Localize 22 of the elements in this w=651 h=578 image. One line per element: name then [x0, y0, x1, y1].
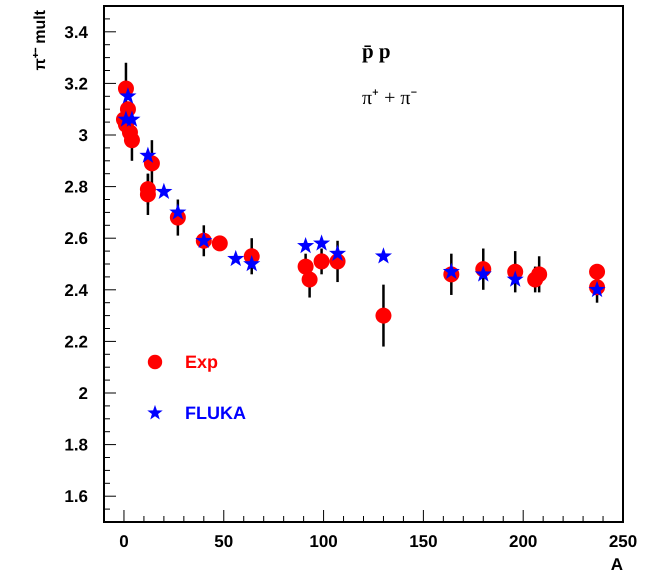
y-tick-label: 2.8 [64, 178, 88, 197]
y-tick-label: 1.6 [64, 487, 88, 506]
y-tick-label: 2 [78, 384, 88, 403]
y-tick-label: 3.2 [64, 74, 88, 94]
x-tick-label: 0 [119, 532, 129, 551]
y-tick-label: 1.8 [64, 436, 88, 455]
x-tick-label: 50 [214, 532, 234, 551]
y-tick-label: 2.6 [64, 229, 88, 248]
y-tick-label: 2.4 [64, 280, 89, 300]
annotation: p̄ p [362, 39, 391, 63]
x-tick-label: 200 [509, 532, 538, 551]
y-tick-label: 3 [78, 126, 88, 145]
legend-label: FLUKA [185, 403, 246, 423]
y-tick-label: 2.2 [64, 332, 88, 352]
x-axis-title: A [610, 555, 623, 574]
y-tick-label: 3.4 [64, 22, 89, 42]
x-tick-label: 100 [309, 532, 338, 551]
y-axis-title: π⁺⁻ mult [32, 9, 49, 70]
x-tick-label: 250 [608, 532, 638, 551]
legend-label: Exp [185, 352, 218, 372]
x-tick-label: 150 [409, 532, 438, 551]
annotation: π⁺ + π⁻ [362, 87, 418, 109]
